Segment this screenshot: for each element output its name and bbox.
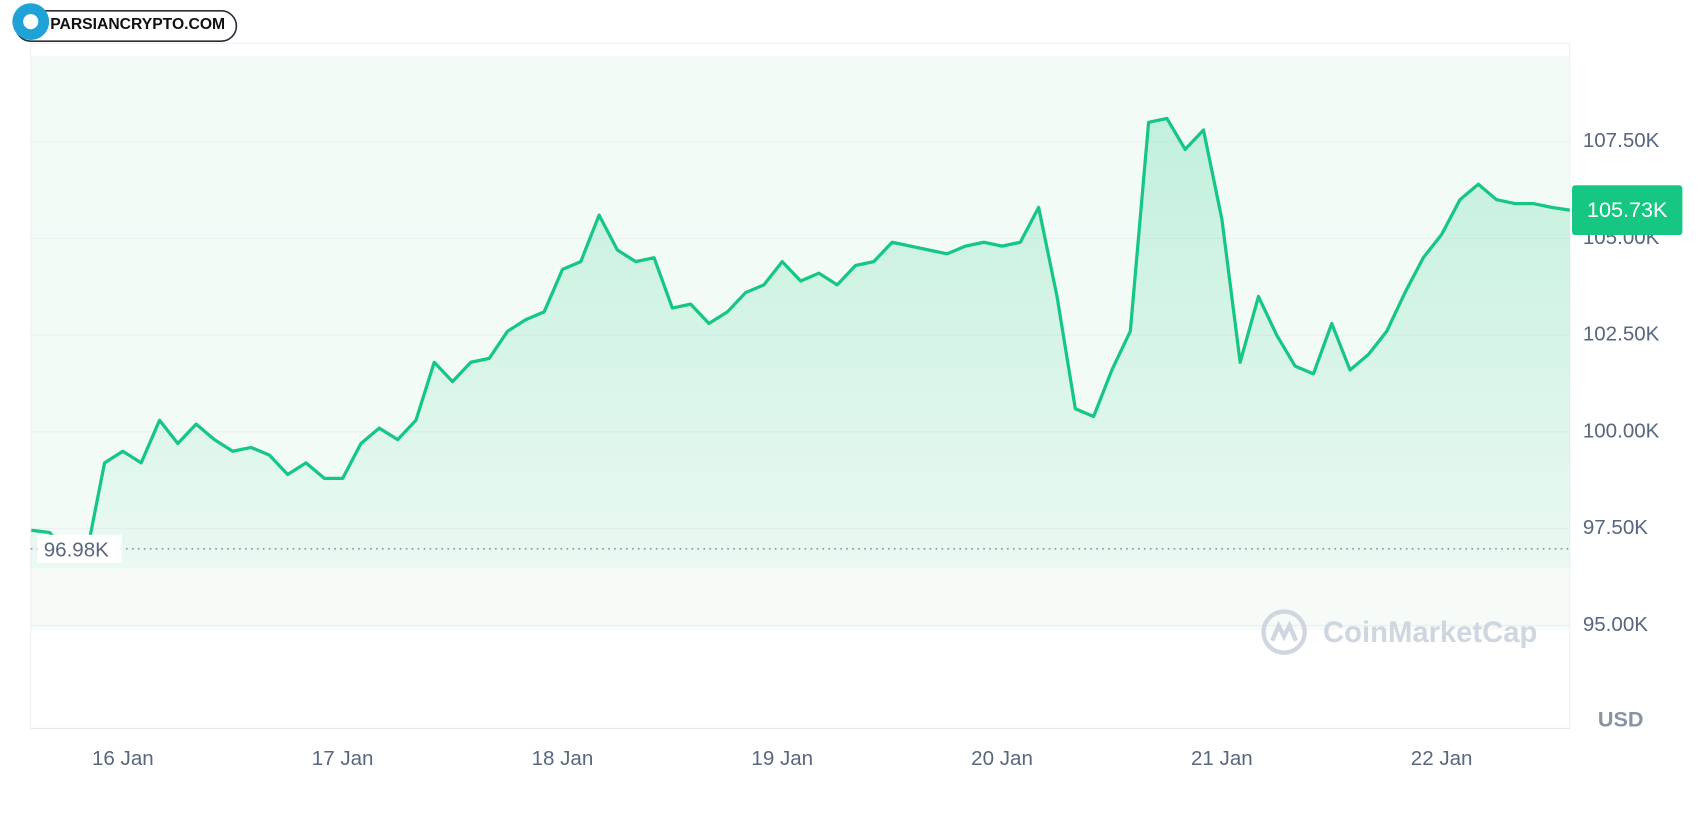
price-line [31,116,1571,558]
current-price-badge [1572,185,1683,236]
logo-text: PARSIANCRYPTO.COM [50,16,225,33]
x-tick-label: 21 Jan [1191,747,1253,770]
watermark-group: CoinMarketCap [1261,609,1537,655]
y-tick-label: 102.50K [1583,323,1660,346]
watermark-icon [1261,609,1307,655]
logo: PARSIANCRYPTO.COM [12,3,238,42]
watermark-text: CoinMarketCap [1323,617,1537,649]
watermark-icon-mark [1270,620,1299,642]
x-tick-label: 22 Jan [1411,747,1473,770]
open-price-label-bg [37,534,122,563]
x-tick-label: 17 Jan [312,747,374,770]
y-tick-label: 95.00K [1583,613,1648,636]
x-tick-label: 20 Jan [971,747,1033,770]
x-tick-label: 19 Jan [751,747,813,770]
currency-label: USD [1598,707,1644,732]
x-tick-label: 16 Jan [92,747,154,770]
y-tick-label: 97.50K [1583,516,1648,539]
open-price-label: 96.98K [44,538,109,561]
y-tick-label: 100.00K [1583,419,1660,442]
current-price-label: 105.73K [1587,197,1668,222]
plot: 96.98K [30,116,1571,569]
logo-icon-inner [23,14,39,30]
price-area [31,118,1570,569]
x-tick-label: 18 Jan [532,747,594,770]
range-band-lower [30,569,1570,630]
y-tick-label: 107.50K [1583,129,1660,152]
